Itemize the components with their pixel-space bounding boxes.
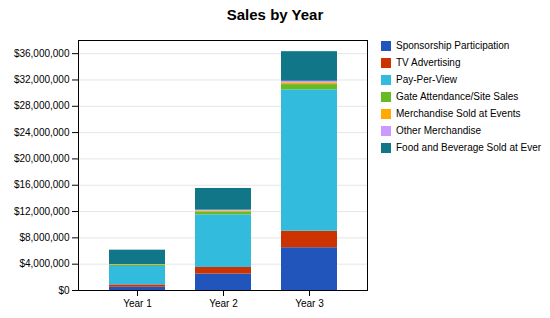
svg-text:Year 1: Year 1 [123, 298, 152, 309]
svg-text:Year 3: Year 3 [295, 298, 324, 309]
html-text:Food and Beverage Sold at Ever: Food and Beverage Sold at Ever [396, 142, 542, 153]
svg-text:$12,000,000: $12,000,000 [14, 206, 70, 217]
html-text:Sales by Year: Sales by Year [226, 6, 324, 23]
svg-text:$36,000,000: $36,000,000 [14, 48, 70, 59]
svg-text:$4,000,000: $4,000,000 [19, 258, 69, 269]
html-text:Merchandise Sold at Events: Merchandise Sold at Events [396, 108, 521, 119]
svg-text:$8,000,000: $8,000,000 [19, 232, 69, 243]
html-text:Sponsorship Participation: Sponsorship Participation [396, 40, 510, 51]
svg-text:$0: $0 [58, 285, 70, 296]
svg-text:$32,000,000: $32,000,000 [14, 74, 70, 85]
html-text:Other Merchandise: Other Merchandise [396, 125, 481, 136]
svg-text:$16,000,000: $16,000,000 [14, 179, 70, 190]
svg-text:$24,000,000: $24,000,000 [14, 127, 70, 138]
svg-text:$28,000,000: $28,000,000 [14, 100, 70, 111]
html-text:Gate Attendance/Site Sales: Gate Attendance/Site Sales [396, 91, 519, 102]
svg-text:Year 2: Year 2 [209, 298, 238, 309]
html-text:TV Advertising: TV Advertising [396, 57, 461, 68]
html-text:Pay-Per-View: Pay-Per-View [396, 74, 457, 85]
svg-text:$20,000,000: $20,000,000 [14, 153, 70, 164]
